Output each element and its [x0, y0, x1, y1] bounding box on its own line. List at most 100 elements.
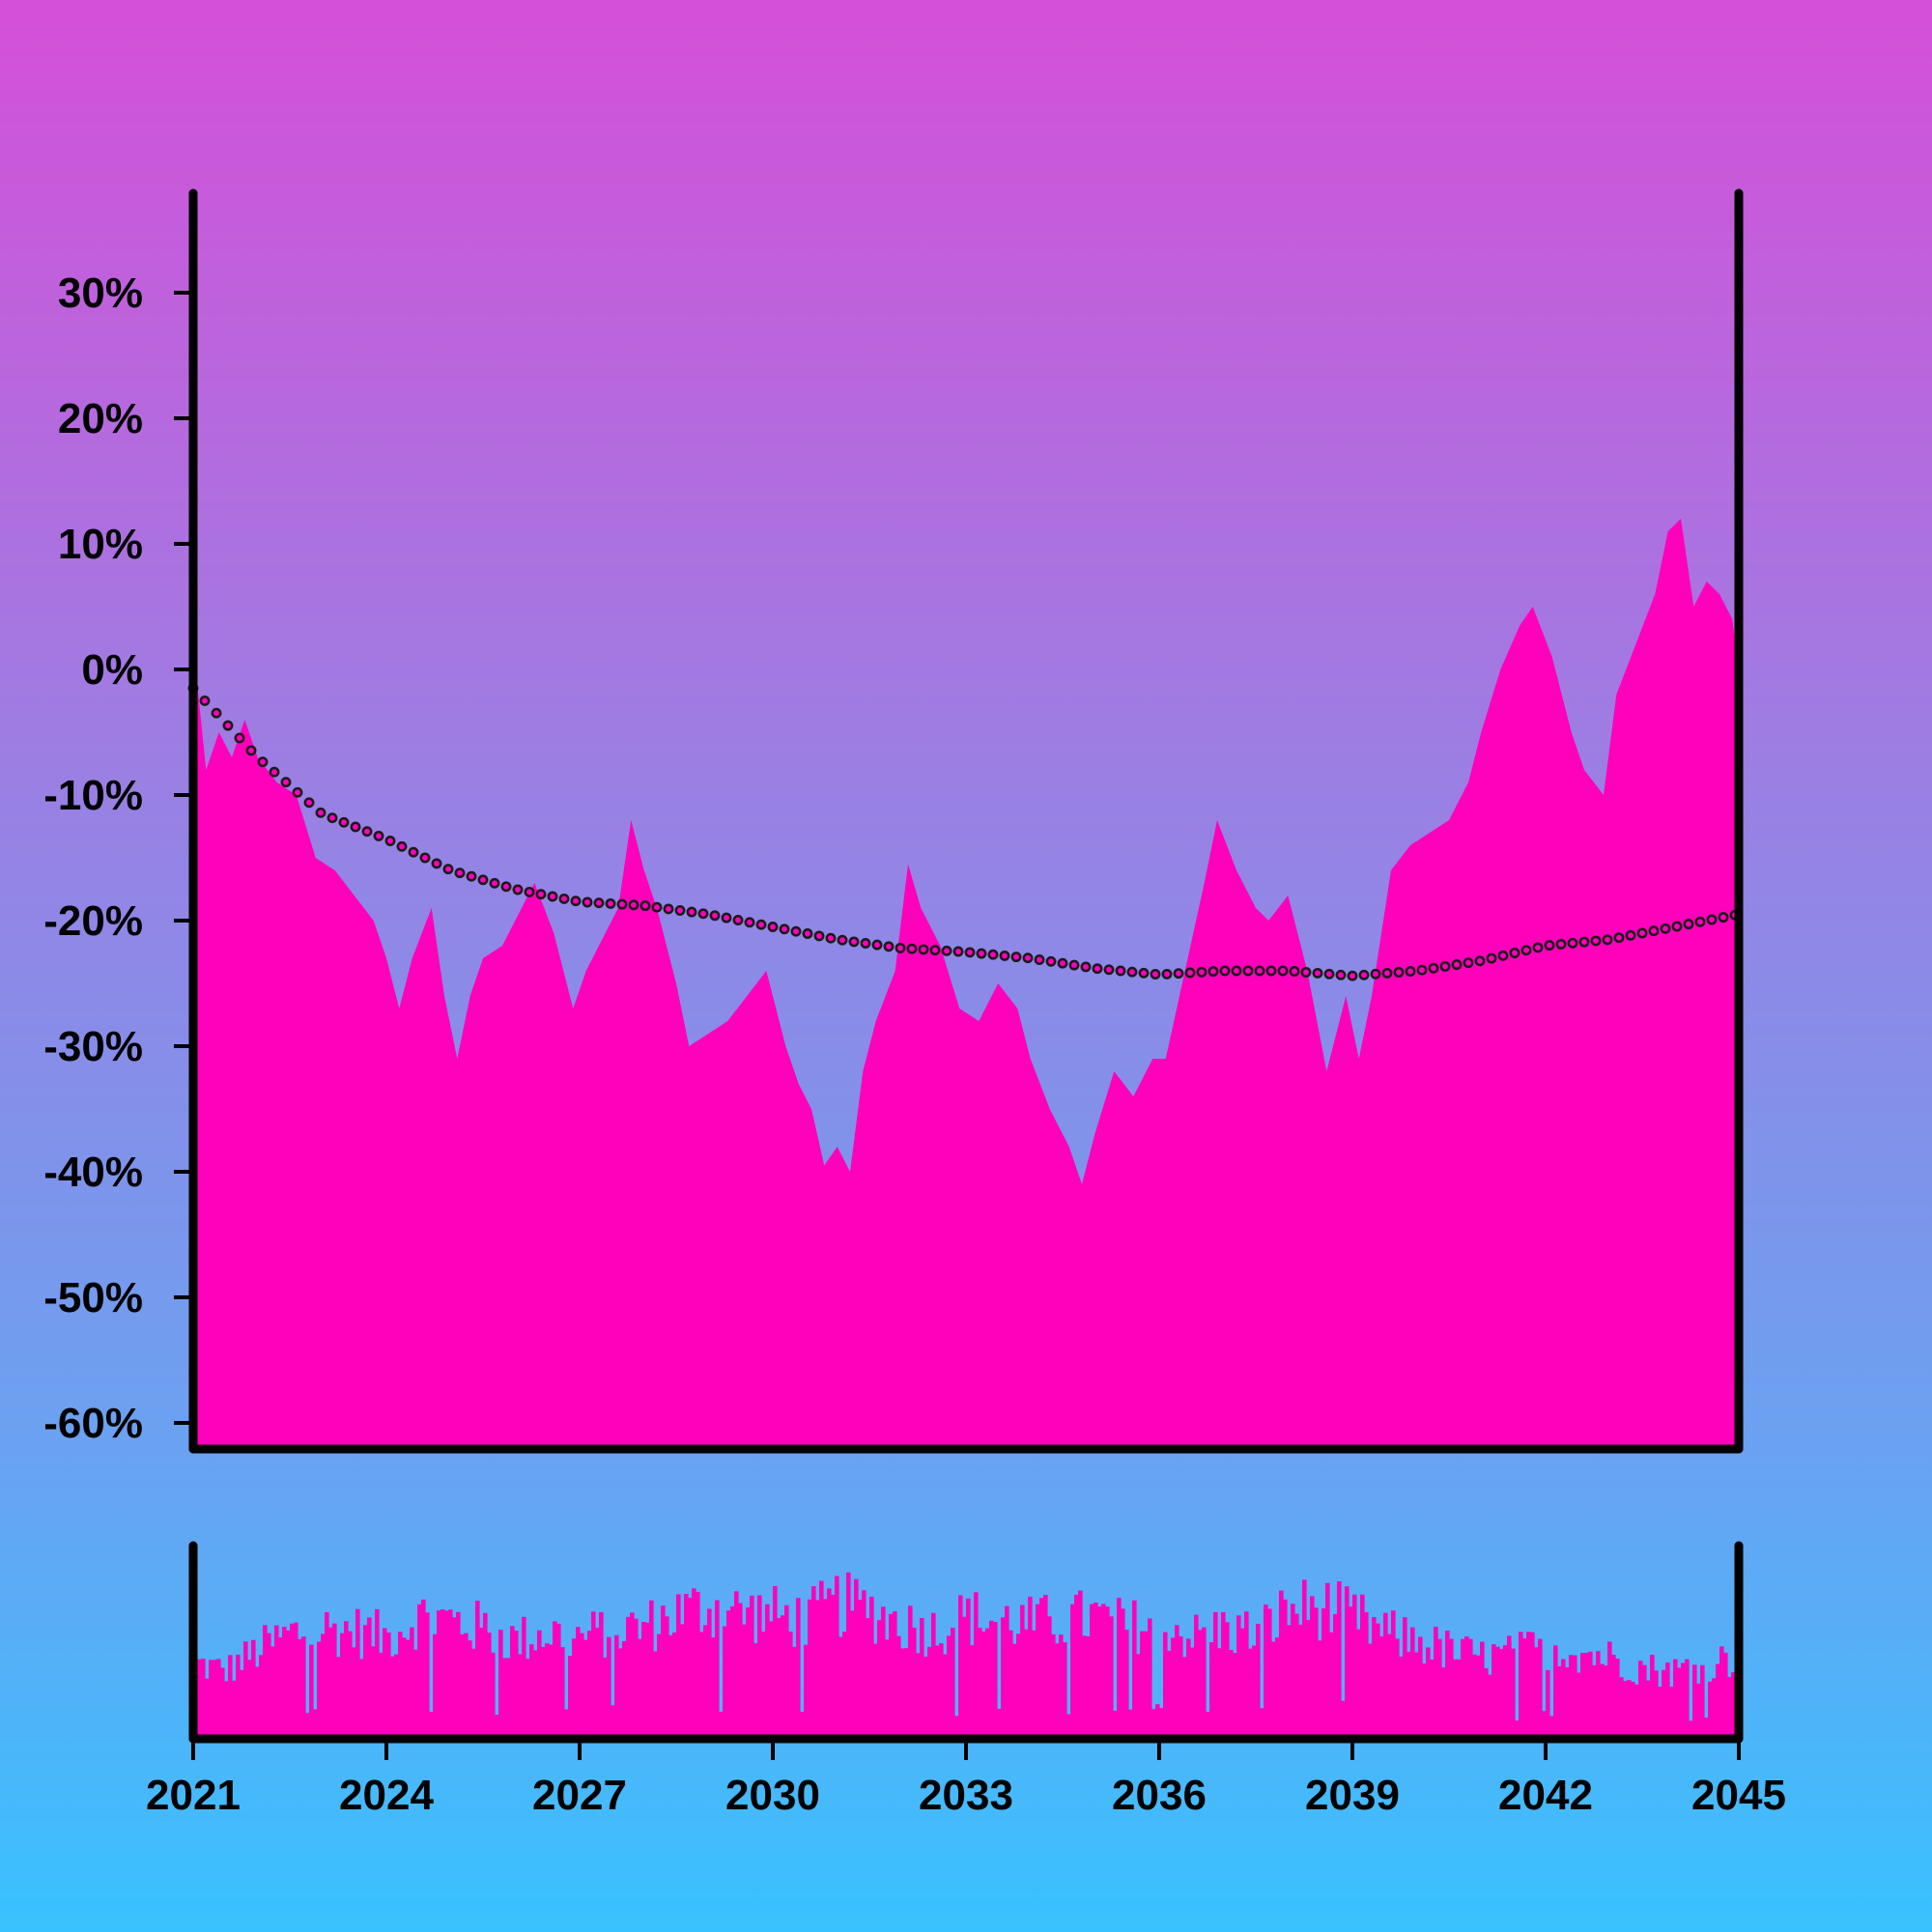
- volume-bar: [1109, 1616, 1114, 1739]
- trend-marker: [1463, 957, 1474, 969]
- volume-bar: [1345, 1586, 1350, 1739]
- volume-bar: [1399, 1656, 1404, 1739]
- volume-bar: [1213, 1611, 1218, 1739]
- volume-bar: [1066, 1714, 1071, 1739]
- volume-bar: [1248, 1648, 1253, 1739]
- trend-marker: [813, 930, 825, 942]
- trend-marker: [222, 720, 234, 731]
- volume-bar: [502, 1658, 507, 1739]
- volume-bar: [583, 1639, 588, 1739]
- volume-bar: [1515, 1720, 1520, 1739]
- volume-bar: [1287, 1625, 1292, 1739]
- trend-marker: [825, 932, 837, 944]
- volume-bar: [1654, 1670, 1659, 1739]
- volume-bar: [568, 1656, 573, 1739]
- volume-bar: [1186, 1638, 1191, 1739]
- trend-marker: [999, 950, 1010, 961]
- volume-bar: [1511, 1648, 1516, 1739]
- volume-bar: [680, 1624, 685, 1739]
- volume-bar: [611, 1705, 615, 1739]
- trend-marker: [987, 949, 999, 960]
- volume-bar: [243, 1641, 248, 1739]
- volume-bar: [1167, 1650, 1172, 1739]
- volume-bar: [1279, 1590, 1284, 1739]
- volume-bar: [317, 1641, 322, 1739]
- volume-bar: [1607, 1641, 1612, 1739]
- trend-marker: [408, 846, 419, 858]
- trend-marker: [1080, 961, 1092, 973]
- volume-bar: [564, 1709, 569, 1739]
- trend-marker: [1405, 966, 1416, 977]
- volume-bar: [1302, 1579, 1307, 1739]
- trend-marker: [327, 812, 338, 824]
- volume-bar: [591, 1611, 596, 1739]
- trend-marker: [1590, 935, 1602, 947]
- volume-bar: [274, 1625, 279, 1739]
- volume-bar: [1457, 1659, 1462, 1739]
- volume-bar: [1159, 1708, 1164, 1739]
- volume-bar: [1665, 1662, 1670, 1739]
- volume-bar: [1190, 1647, 1195, 1739]
- trend-marker: [1532, 942, 1544, 953]
- trend-marker: [315, 807, 327, 818]
- trend-marker: [1092, 963, 1103, 975]
- volume-bar: [649, 1600, 654, 1739]
- volume-bar: [1700, 1664, 1705, 1739]
- volume-bar: [1298, 1624, 1303, 1739]
- trend-marker: [1613, 932, 1625, 944]
- trend-marker: [1509, 948, 1520, 958]
- volume-bar: [406, 1639, 411, 1739]
- trend-marker: [639, 900, 651, 912]
- trend-marker: [1660, 923, 1671, 934]
- trend-marker: [257, 756, 269, 768]
- volume-bar: [1329, 1632, 1334, 1739]
- trend-marker: [605, 897, 616, 909]
- volume-bar: [1484, 1668, 1489, 1739]
- volume-bar: [1480, 1641, 1485, 1739]
- volume-bar: [1642, 1664, 1647, 1739]
- volume-bar: [1615, 1659, 1620, 1739]
- y-tick-label: 10%: [58, 521, 143, 568]
- volume-bar: [541, 1647, 546, 1739]
- trend-marker: [454, 867, 466, 879]
- volume-bar: [877, 1620, 882, 1739]
- volume-bar: [842, 1632, 847, 1739]
- volume-bar: [1573, 1655, 1577, 1739]
- volume-bar: [738, 1603, 743, 1739]
- volume-bar: [1503, 1645, 1508, 1739]
- volume-bar: [692, 1588, 696, 1739]
- trend-marker: [651, 901, 663, 913]
- trend-marker: [941, 945, 952, 956]
- volume-bar: [286, 1630, 291, 1739]
- volume-bar: [440, 1609, 445, 1739]
- volume-bar: [1020, 1605, 1025, 1739]
- volume-bar: [1314, 1607, 1319, 1739]
- trend-marker: [837, 934, 848, 946]
- trend-marker: [755, 919, 767, 930]
- volume-bar: [1039, 1598, 1044, 1739]
- volume-bar: [201, 1659, 206, 1739]
- trend-marker: [1393, 967, 1405, 978]
- volume-bar: [298, 1638, 302, 1739]
- volume-bar: [1476, 1655, 1481, 1739]
- trend-marker: [848, 936, 860, 948]
- volume-bar: [838, 1636, 843, 1739]
- volume-bar: [1012, 1643, 1017, 1739]
- volume-bar: [981, 1631, 986, 1739]
- volume-bar: [1291, 1604, 1295, 1739]
- volume-bar: [1244, 1611, 1249, 1739]
- trend-marker: [350, 821, 361, 833]
- trend-marker: [1265, 965, 1277, 977]
- y-tick-label: 30%: [58, 270, 143, 317]
- volume-bar: [518, 1654, 523, 1739]
- volume-bar: [1534, 1647, 1539, 1739]
- trend-marker: [1578, 936, 1590, 948]
- volume-bar: [931, 1612, 936, 1739]
- volume-bar: [1468, 1638, 1473, 1739]
- volume-bar: [1240, 1628, 1245, 1739]
- volume-bar: [1148, 1618, 1152, 1739]
- volume-bar: [1507, 1635, 1512, 1739]
- trend-marker: [535, 889, 547, 900]
- volume-bar: [402, 1637, 407, 1739]
- volume-bar: [1283, 1599, 1288, 1739]
